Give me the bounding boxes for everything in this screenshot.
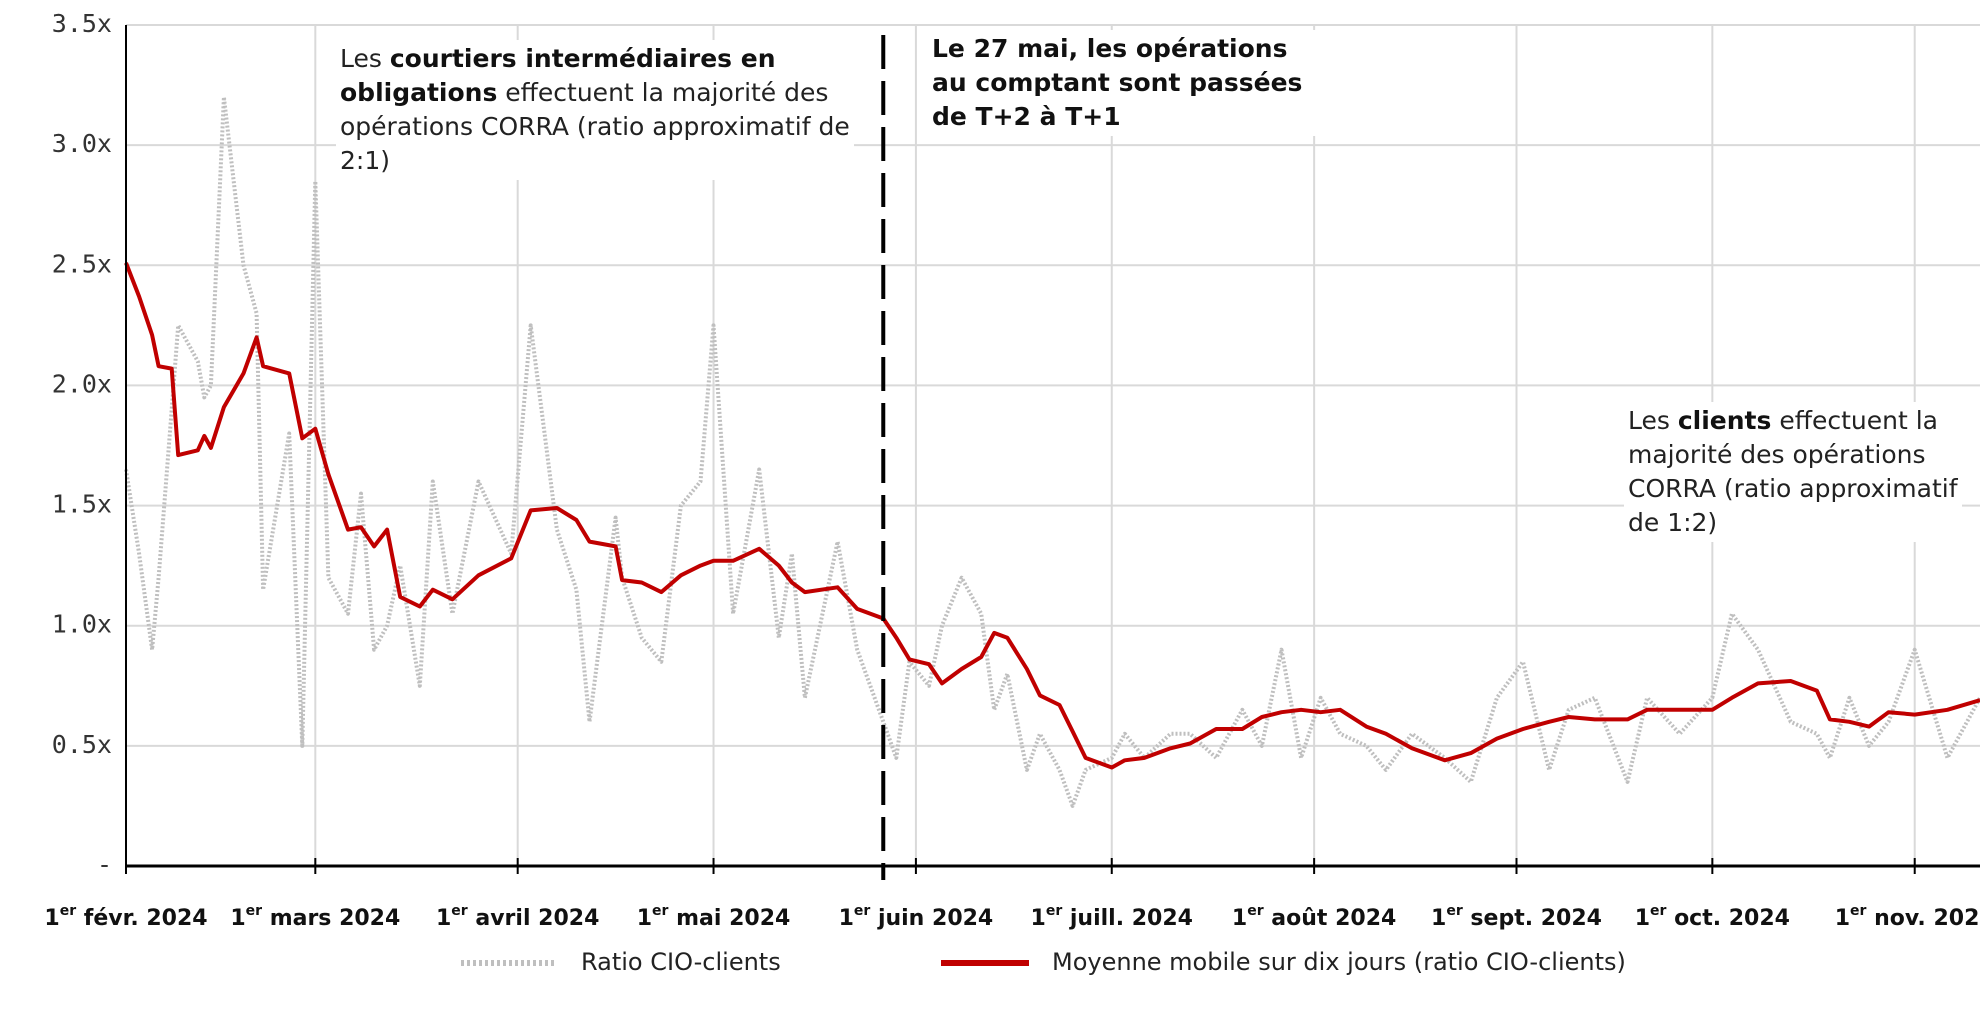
- x-tick-label: 1er avril 2024: [436, 903, 599, 931]
- x-tick-label: 1er mai 2024: [637, 903, 791, 931]
- series-line: [124, 262, 1980, 770]
- x-tick-label: 1er nov. 2024: [1835, 903, 1980, 931]
- y-tick-label: -: [97, 850, 112, 879]
- x-tick-label: 1er oct. 2024: [1635, 903, 1790, 931]
- series-line: [124, 95, 1980, 808]
- y-tick-label: 1.5x: [52, 490, 112, 519]
- x-tick-label: 1er sept. 2024: [1431, 903, 1602, 931]
- y-tick-label: 1.0x: [52, 610, 112, 639]
- x-tick-label: 1er févr. 2024: [44, 903, 207, 931]
- annotation-text: Le 27 mai, les opérations au comptant so…: [932, 34, 1303, 131]
- annotation-text: Les: [340, 44, 390, 73]
- legend-label: Moyenne mobile sur dix jours (ratio CIO-…: [1052, 948, 1626, 976]
- y-tick-label: 3.5x: [52, 9, 112, 38]
- annotation-text: Les: [1628, 406, 1678, 435]
- y-tick-label: 2.5x: [52, 249, 112, 278]
- legend-label: Ratio CIO-clients: [581, 948, 781, 976]
- x-tick-label: 1er juill. 2024: [1031, 903, 1193, 931]
- annotation-text: effectuent la majorité des opérations CO…: [340, 78, 850, 175]
- y-tick-label: 2.0x: [52, 369, 112, 398]
- y-tick-label: 3.0x: [52, 129, 112, 158]
- annotation-text: clients: [1677, 406, 1772, 435]
- annotation: Les courtiers intermédiaires en obligati…: [336, 40, 854, 180]
- annotation: Les clients effectuent la majorité des o…: [1624, 402, 1962, 542]
- annotation: Le 27 mai, les opérations au comptant so…: [928, 30, 1316, 136]
- x-tick-label: 1er juin 2024: [839, 903, 994, 931]
- x-tick-label: 1er mars 2024: [230, 903, 400, 931]
- annotation-text: effectuent la majorité des opérations CO…: [1628, 406, 1958, 537]
- annotation-text: courtiers intermédiaires en obligations: [340, 44, 776, 107]
- y-tick-label: 0.5x: [52, 730, 112, 759]
- x-tick-label: 1er août 2024: [1232, 903, 1396, 931]
